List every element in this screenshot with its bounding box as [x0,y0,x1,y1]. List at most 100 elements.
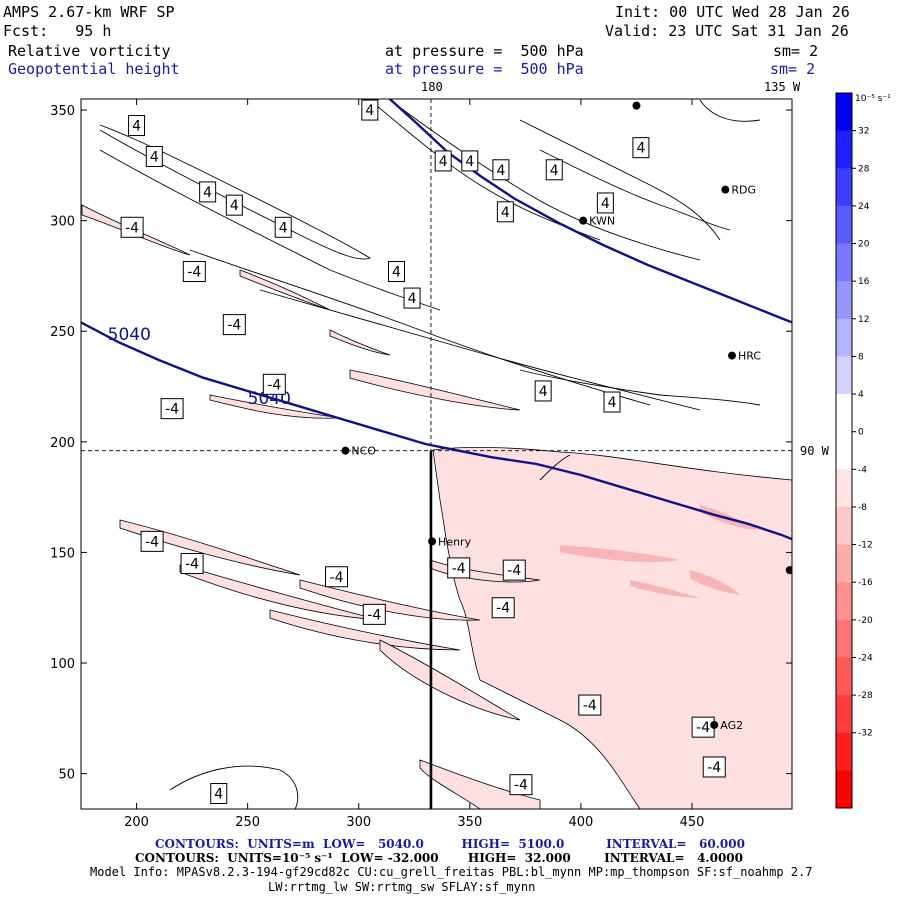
svg-text:4: 4 [214,787,223,803]
vorticity-contour-label: -4 [160,398,184,420]
svg-text:4: 4 [439,154,448,170]
forecast-hour: Fcst: 95 h [3,22,112,40]
station-marker: Henry [428,535,472,548]
field1-name: Relative vorticity [8,42,171,60]
y-tick-label: 100 [50,657,75,672]
x-tick-label: 200 [124,815,149,830]
svg-text:-4: -4 [507,563,521,579]
colorbar-tick-label: -32 [858,729,873,739]
vorticity-contour-label: -4 [578,694,602,716]
lon-135w-label: 135 W [764,80,801,94]
y-axis-ticks: 50 100 150 200 250 300 350 [50,104,792,783]
colorbar-segment [836,544,852,583]
svg-text:4: 4 [608,395,617,411]
colorbar-segment [836,243,852,282]
y-tick-label: 300 [50,215,75,230]
colorbar-tick-label: -28 [858,691,873,701]
station-label: Henry [438,535,472,548]
height-contour-label: 5040 [108,325,151,345]
vorticity-contour-label: -4 [702,756,726,778]
colorbar-segment [836,469,852,508]
svg-text:-4: -4 [583,698,597,714]
vorticity-contour-label: 4 [210,783,228,805]
station-marker: AG2 [710,719,743,732]
vorticity-contour-label: 4 [632,137,650,159]
colorbar-segment [836,394,852,433]
vorticity-contour-label: 4 [461,150,479,172]
colorbar-segment [836,657,852,696]
station-markers: RDG HRC NCO Henry AG2 KWN [341,101,792,732]
colorbar-tick-label: -16 [858,578,873,588]
svg-text:-4: -4 [330,570,344,586]
svg-text:-4: -4 [707,760,721,776]
svg-text:-4: -4 [165,402,179,418]
colorbar-tick-label: -8 [858,503,867,513]
lon-180-label: 180 [421,80,443,94]
colorbar: 10⁻⁵ s⁻¹ 32 28 24 20 16 12 8 4 0 -4 -8 -12 -16 -20 -24 -… [835,92,891,809]
svg-text:4: 4 [465,154,474,170]
svg-text:-4: -4 [452,561,466,577]
lon-90w-label: 90 W [800,444,829,458]
vorticity-contour-label: -4 [491,597,515,619]
station-marker: KWN [579,215,615,228]
colorbar-segment [836,506,852,546]
station-marker: NCO [341,445,376,458]
x-tick-label: 400 [569,815,594,830]
station-marker: RDG [721,184,756,197]
y-tick-label: 200 [50,436,75,451]
colorbar-segment [836,281,852,320]
vorticity-contour-label: -4 [325,566,349,588]
vorticity-contour-label: 4 [403,287,421,309]
vorticity-contour-info: CONTOURS: UNITS=10⁻⁵ s⁻¹ LOW= -32.000 HI… [135,851,743,865]
colorbar-segment [836,732,852,771]
vorticity-contour-label: -4 [362,603,386,625]
vorticity-contour-label: 4 [388,261,406,283]
vorticity-contour-label: 4 [545,159,563,181]
svg-text:-4: -4 [514,778,528,794]
svg-text:4: 4 [392,265,401,281]
svg-text:-4: -4 [187,265,201,281]
model-title: AMPS 2.67-km WRF SP [3,3,175,21]
vorticity-contour-label: 4 [199,181,217,203]
svg-text:-4: -4 [696,720,710,736]
vorticity-contour-label: -4 [262,373,286,395]
svg-text:-4: -4 [367,607,381,623]
station-marker [632,101,641,110]
svg-text:4: 4 [203,185,212,201]
vorticity-contour-label: -4 [509,774,533,796]
field1-smoothing: sm= 2 [773,42,819,60]
svg-text:4: 4 [501,205,510,221]
station-label: NCO [351,445,376,458]
vorticity-contour-label: 4 [603,391,621,413]
svg-text:-4: -4 [125,220,139,236]
svg-text:4: 4 [279,220,288,236]
station-marker: HRC [728,350,761,363]
colorbar-segment [836,582,852,621]
colorbar-tick-label: 32 [858,127,869,137]
colorbar-segment [836,318,852,357]
station-label: RDG [731,184,756,197]
colorbar-segment [836,356,852,395]
colorbar-tick-label: 16 [858,277,870,287]
colorbar-tick-label: -4 [858,465,867,475]
colorbar-tick-label: 28 [858,164,870,174]
x-tick-label: 300 [346,815,371,830]
colorbar-segment [836,205,852,245]
stronger-negative-shading [560,505,760,598]
field2-pressure: at pressure = 500 hPa [385,60,584,78]
height-contour-info: CONTOURS: UNITS=m LOW= 5040.0 HIGH= 5100… [155,837,745,851]
vorticity-contour-label: 4 [274,216,292,238]
model-info: Model Info: MPASv8.2.3-194-gf29cd82c CU:… [90,865,813,879]
colorbar-tick-label: 0 [858,428,864,438]
vorticity-contour-label: -4 [140,530,164,552]
station-label: KWN [589,215,615,228]
svg-text:4: 4 [550,163,559,179]
colorbar-tick-label: -20 [858,616,873,626]
x-tick-label: 450 [680,815,705,830]
colorbar-segment [836,168,852,207]
colorbar-tick-label: -12 [858,541,873,551]
svg-text:4: 4 [636,141,645,157]
vorticity-contour-label: 4 [534,380,552,402]
colorbar-tick-label: 12 [858,315,869,325]
height-contour-line [81,321,792,541]
